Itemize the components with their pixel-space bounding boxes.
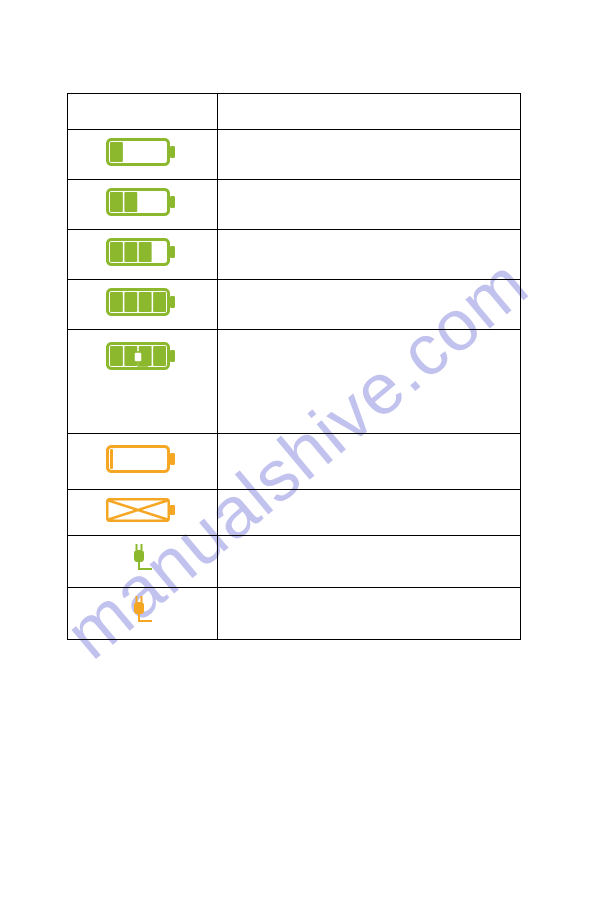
- table-row: [68, 180, 521, 230]
- icon-cell: [68, 434, 218, 490]
- table-row: [68, 130, 521, 180]
- icon-cell: [68, 180, 218, 230]
- icon-cell: [68, 330, 218, 434]
- table-row: [68, 536, 521, 588]
- icon-cell: [68, 588, 218, 640]
- table-row: [68, 94, 521, 130]
- description-cell: [217, 330, 520, 434]
- battery-icon: [106, 138, 178, 171]
- battery-icons-table: [67, 93, 521, 640]
- icon-cell: [68, 230, 218, 280]
- table-row: [68, 280, 521, 330]
- table-row: [68, 434, 521, 490]
- battery-x-icon: [106, 498, 178, 527]
- description-cell: [217, 490, 520, 536]
- description-cell: [217, 94, 520, 130]
- icon-cell: [68, 280, 218, 330]
- description-cell: [217, 434, 520, 490]
- table-row: [68, 330, 521, 434]
- description-cell: [217, 280, 520, 330]
- battery-icon: [106, 445, 178, 478]
- table-row: [68, 588, 521, 640]
- battery-icon: [106, 288, 178, 321]
- battery-icon: [106, 188, 178, 221]
- description-cell: [217, 536, 520, 588]
- table-row: [68, 490, 521, 536]
- plug-icon: [128, 544, 156, 579]
- icon-cell: [68, 94, 218, 130]
- table-row: [68, 230, 521, 280]
- icon-cell: [68, 490, 218, 536]
- plug-icon: [128, 596, 156, 631]
- description-cell: [217, 130, 520, 180]
- description-cell: [217, 180, 520, 230]
- description-cell: [217, 230, 520, 280]
- battery-icon: [106, 238, 178, 271]
- description-cell: [217, 588, 520, 640]
- battery-icon: [106, 342, 178, 375]
- icon-cell: [68, 536, 218, 588]
- icon-cell: [68, 130, 218, 180]
